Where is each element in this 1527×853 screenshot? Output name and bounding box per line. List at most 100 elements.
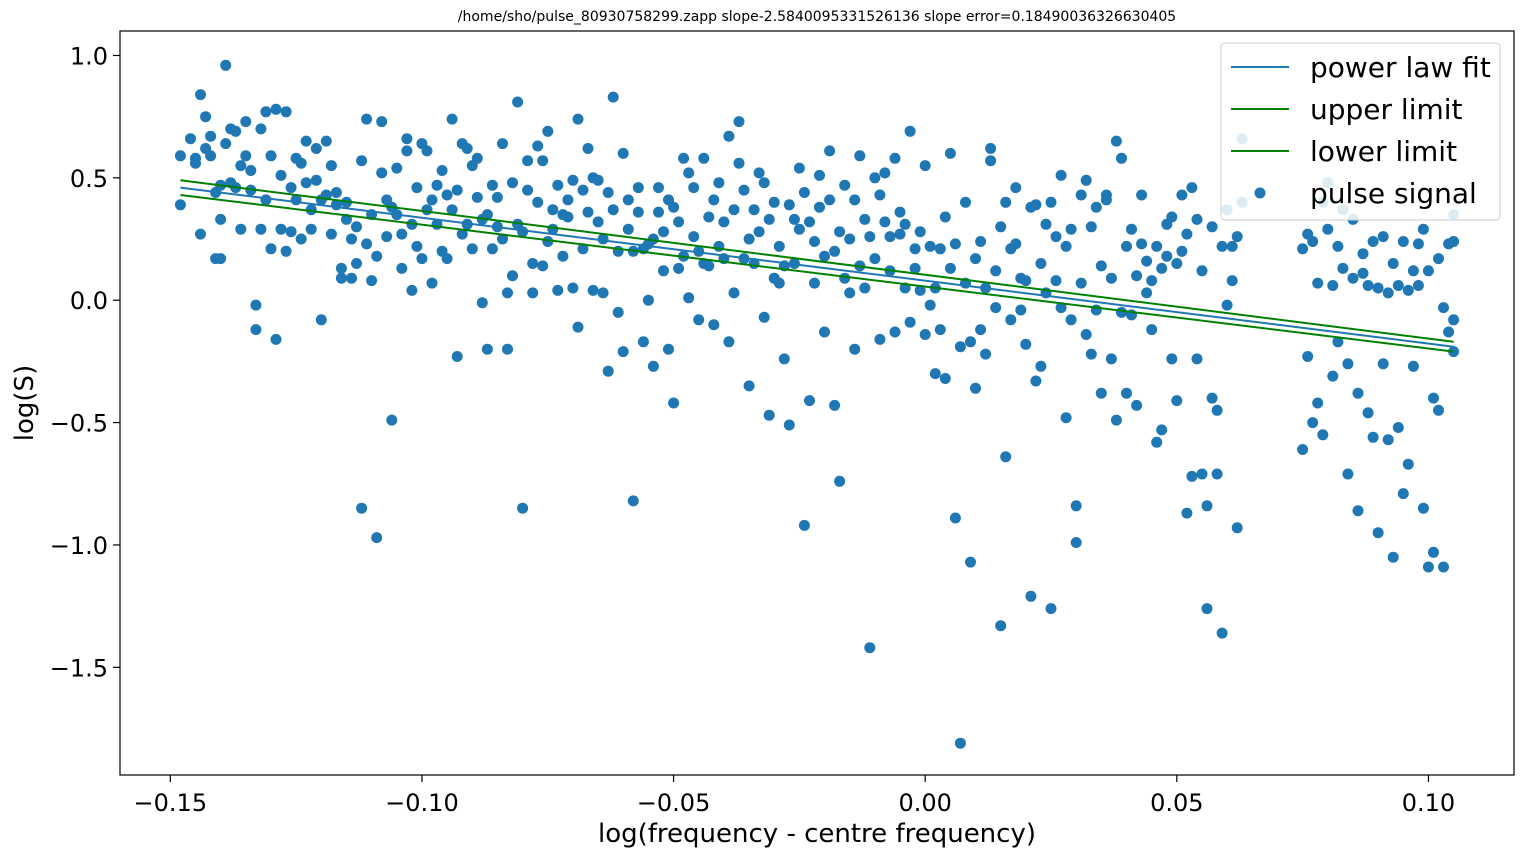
data-point-310 [960, 196, 971, 208]
data-point-217 [723, 130, 735, 142]
y-tick-label-5: −1.5 [50, 654, 108, 682]
data-point-399 [1181, 228, 1193, 240]
data-point-435 [1327, 370, 1339, 382]
data-point-117 [471, 152, 483, 164]
data-point-57 [320, 135, 332, 147]
data-point-122 [486, 179, 498, 191]
data-point-268 [854, 150, 866, 162]
data-point-419 [1231, 231, 1243, 243]
data-point-142 [537, 260, 549, 272]
data-point-337 [1025, 590, 1037, 602]
data-point-434 [1327, 280, 1339, 291]
data-point-465 [1402, 458, 1414, 470]
data-point-194 [668, 201, 680, 213]
data-point-259 [829, 245, 841, 257]
data-point-104 [441, 253, 453, 265]
data-point-260 [834, 226, 846, 238]
data-point-248 [804, 216, 815, 228]
data-point-51 [305, 223, 317, 235]
data-point-253 [814, 201, 825, 213]
data-point-349 [1055, 302, 1067, 314]
data-point-109 [451, 184, 463, 196]
data-point-84 [391, 162, 403, 174]
data-point-295 [919, 160, 931, 172]
data-point-270 [859, 213, 871, 225]
data-point-426 [1307, 417, 1319, 429]
data-point-10 [205, 150, 217, 162]
data-point-427 [1307, 236, 1319, 247]
data-point-285 [894, 206, 906, 218]
data-point-151 [557, 250, 569, 262]
data-point-77 [371, 250, 383, 262]
data-point-262 [839, 272, 851, 284]
data-point-410 [1211, 404, 1223, 416]
data-point-106 [446, 113, 458, 125]
data-point-149 [552, 179, 564, 191]
data-point-249 [804, 395, 815, 407]
data-point-418 [1231, 522, 1243, 534]
data-point-31 [255, 123, 267, 135]
x-tick-label-4: 0.05 [1150, 789, 1203, 817]
data-point-180 [632, 206, 644, 218]
data-point-0 [174, 199, 186, 211]
data-point-385 [1146, 275, 1158, 287]
data-point-266 [849, 194, 861, 206]
data-point-461 [1392, 280, 1404, 291]
data-point-353 [1065, 314, 1077, 326]
data-point-33 [260, 106, 272, 118]
data-point-167 [597, 287, 609, 299]
data-point-422 [1297, 243, 1309, 255]
data-point-326 [1000, 451, 1012, 463]
data-point-364 [1095, 260, 1107, 272]
data-point-371 [1110, 135, 1122, 147]
data-point-313 [965, 336, 976, 348]
data-point-120 [481, 209, 493, 221]
x-tick-label-1: −0.10 [385, 789, 459, 817]
data-point-181 [632, 182, 644, 194]
data-point-361 [1085, 221, 1097, 233]
data-point-431 [1317, 429, 1329, 441]
data-point-134 [517, 502, 529, 514]
y-tick-label-4: −1.0 [50, 532, 108, 560]
data-point-292 [914, 284, 926, 296]
data-point-319 [980, 348, 992, 360]
legend-box [1220, 42, 1501, 221]
data-point-28 [250, 324, 262, 336]
data-point-450 [1367, 236, 1379, 247]
data-point-23 [235, 160, 247, 172]
data-point-405 [1196, 265, 1208, 277]
data-point-1 [174, 150, 186, 162]
data-point-250 [809, 236, 820, 247]
data-point-256 [824, 145, 836, 157]
data-point-62 [335, 272, 347, 284]
data-point-140 [532, 196, 544, 208]
data-point-296 [924, 240, 936, 252]
data-point-128 [502, 287, 513, 299]
data-point-367 [1100, 194, 1112, 206]
data-point-372 [1116, 152, 1127, 164]
legend: power law fit upper limit lower limit pu… [1220, 42, 1501, 221]
data-point-464 [1402, 284, 1414, 296]
data-point-338 [1030, 375, 1042, 387]
data-point-188 [653, 206, 664, 218]
data-point-327 [1000, 196, 1012, 208]
data-point-34 [265, 150, 277, 162]
data-point-460 [1392, 422, 1404, 433]
data-point-402 [1191, 353, 1203, 365]
data-point-17 [220, 138, 232, 150]
data-point-127 [497, 233, 508, 245]
data-point-449 [1362, 407, 1374, 419]
data-point-38 [275, 169, 287, 181]
data-point-47 [295, 233, 307, 245]
data-point-415 [1221, 299, 1233, 311]
data-point-462 [1397, 236, 1409, 247]
data-point-381 [1136, 238, 1148, 250]
data-point-73 [361, 113, 373, 125]
data-point-36 [270, 103, 282, 115]
data-point-477 [1433, 404, 1444, 416]
data-point-225 [743, 233, 755, 245]
data-point-252 [814, 169, 825, 181]
data-point-375 [1121, 240, 1132, 252]
data-point-363 [1090, 304, 1102, 316]
data-point-160 [582, 206, 594, 218]
